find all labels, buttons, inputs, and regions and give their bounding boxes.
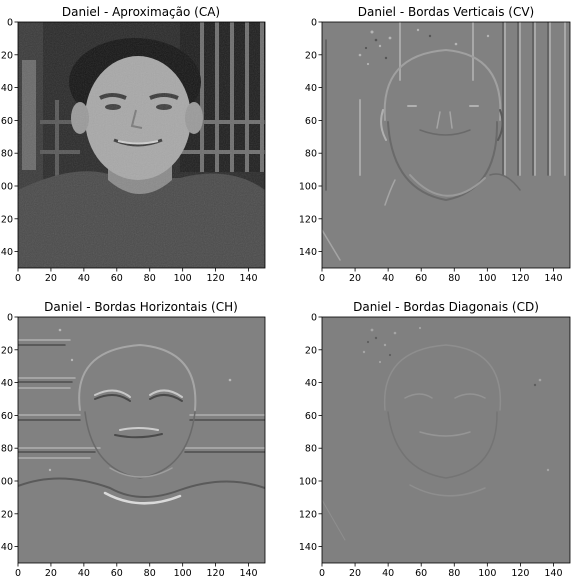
y-tick-label: 40 (305, 378, 317, 389)
x-tick-label: 120 (511, 568, 529, 579)
y-tick-label: 100 (299, 182, 317, 193)
x-tick-label: 80 (448, 568, 460, 579)
y-axis: 0 20 40 60 80 100 120 140 (299, 313, 322, 553)
x-tick-label: 60 (111, 568, 123, 579)
x-tick-label: 120 (207, 273, 225, 284)
x-tick-label: 0 (319, 568, 325, 579)
y-axis: 0 20 40 60 80 100 120 140 (0, 313, 18, 553)
y-tick-label: 20 (305, 345, 317, 356)
x-tick-label: 80 (144, 568, 156, 579)
horizontal-edges-image (18, 317, 265, 563)
y-tick-label: 20 (1, 50, 13, 61)
y-axis: 0 20 40 60 80 100 120 140 (299, 18, 322, 258)
x-tick-label: 60 (111, 273, 123, 284)
x-tick-label: 20 (45, 273, 57, 284)
y-tick-label: 40 (305, 83, 317, 94)
x-axis: 0 20 40 60 80 100 120 140 (15, 563, 258, 579)
y-tick-label: 120 (299, 509, 317, 520)
x-tick-label: 140 (544, 273, 562, 284)
y-tick-label: 100 (299, 477, 317, 488)
y-tick-label: 40 (1, 83, 13, 94)
x-tick-label: 40 (382, 273, 394, 284)
x-axis: 0 20 40 60 80 100 120 140 (319, 563, 563, 579)
y-tick-label: 60 (305, 116, 317, 127)
y-tick-label: 60 (1, 411, 13, 422)
x-tick-label: 140 (239, 568, 257, 579)
x-tick-label: 20 (349, 273, 361, 284)
y-tick-label: 120 (0, 509, 13, 520)
vertical-edges-image (322, 22, 570, 268)
x-tick-label: 20 (45, 568, 57, 579)
x-tick-label: 40 (78, 273, 90, 284)
y-tick-label: 100 (0, 477, 13, 488)
y-tick-label: 80 (1, 149, 13, 160)
y-tick-label: 80 (305, 149, 317, 160)
y-tick-label: 140 (299, 247, 317, 258)
x-tick-label: 60 (415, 273, 427, 284)
x-tick-label: 80 (144, 273, 156, 284)
y-tick-label: 0 (311, 313, 317, 324)
y-tick-label: 20 (305, 50, 317, 61)
x-tick-label: 120 (511, 273, 529, 284)
x-tick-label: 20 (349, 568, 361, 579)
diagonal-edges-image (322, 317, 570, 563)
x-axis: 0 20 40 60 80 100 120 140 (15, 268, 258, 284)
x-tick-label: 40 (78, 568, 90, 579)
y-tick-label: 140 (0, 247, 13, 258)
panel-vertical-edges: Daniel - Bordas Verticais (CV) (299, 5, 571, 284)
y-tick-label: 60 (1, 116, 13, 127)
y-tick-label: 80 (305, 444, 317, 455)
panel-title: Daniel - Bordas Diagonais (CD) (353, 300, 539, 314)
panel-approximation: Daniel - Aproximação (CA) (0, 5, 266, 284)
x-tick-label: 60 (415, 568, 427, 579)
y-tick-label: 20 (1, 345, 13, 356)
panel-diagonal-edges: Daniel - Bordas Diagonais (CD) (299, 300, 571, 579)
y-tick-label: 120 (0, 214, 13, 225)
x-tick-label: 120 (207, 568, 225, 579)
x-tick-label: 100 (174, 568, 192, 579)
y-axis: 0 20 40 60 80 100 120 140 (0, 18, 18, 258)
x-tick-label: 140 (239, 273, 257, 284)
panel-title: Daniel - Aproximação (CA) (62, 5, 220, 19)
y-tick-label: 0 (311, 18, 317, 29)
x-tick-label: 140 (544, 568, 562, 579)
x-tick-label: 80 (448, 273, 460, 284)
y-tick-label: 100 (0, 182, 13, 193)
panel-title: Daniel - Bordas Horizontais (CH) (44, 300, 238, 314)
x-tick-label: 100 (478, 568, 496, 579)
x-tick-label: 0 (15, 568, 21, 579)
x-tick-label: 100 (478, 273, 496, 284)
y-tick-label: 60 (305, 411, 317, 422)
x-tick-label: 0 (15, 273, 21, 284)
panel-title: Daniel - Bordas Verticais (CV) (358, 5, 534, 19)
approximation-image (18, 22, 265, 268)
x-tick-label: 0 (319, 273, 325, 284)
y-tick-label: 0 (7, 313, 13, 324)
y-tick-label: 80 (1, 444, 13, 455)
y-tick-label: 0 (7, 18, 13, 29)
x-tick-label: 40 (382, 568, 394, 579)
y-tick-label: 120 (299, 214, 317, 225)
y-tick-label: 40 (1, 378, 13, 389)
panel-horizontal-edges: Daniel - Bordas Horizontais (CH) (0, 300, 266, 579)
x-tick-label: 100 (174, 273, 192, 284)
y-tick-label: 140 (0, 542, 13, 553)
x-axis: 0 20 40 60 80 100 120 140 (319, 268, 563, 284)
y-tick-label: 140 (299, 542, 317, 553)
